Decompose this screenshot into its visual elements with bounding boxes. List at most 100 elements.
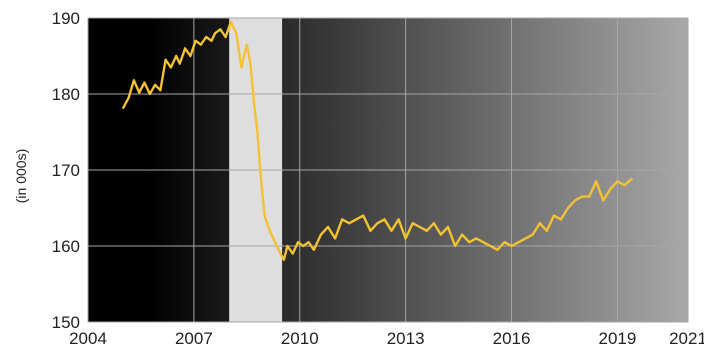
x-tick-label: 2007: [175, 329, 213, 348]
data-point: [559, 218, 563, 221]
data-point: [390, 229, 393, 232]
data-point: [199, 43, 203, 46]
y-tick-label: 190: [52, 9, 80, 28]
data-point: [355, 218, 358, 221]
data-point: [552, 214, 555, 217]
x-tick-label: 2019: [598, 329, 636, 348]
data-point: [143, 81, 146, 84]
data-point: [302, 244, 305, 248]
data-point: [503, 241, 506, 244]
data-point: [630, 178, 633, 181]
data-point: [282, 258, 285, 261]
data-point: [252, 100, 255, 103]
data-point: [249, 62, 252, 65]
data-point: [510, 244, 513, 248]
y-tick-label: 160: [52, 237, 80, 256]
data-point: [138, 91, 141, 94]
data-point: [404, 237, 407, 240]
data-point: [153, 83, 157, 86]
data-point: [595, 180, 598, 183]
y-axis-ticks: 150 160 170 180 190: [52, 9, 80, 332]
data-point: [122, 106, 125, 109]
data-point: [210, 39, 213, 42]
data-point: [286, 244, 289, 248]
data-point: [545, 229, 548, 232]
data-point: [148, 92, 151, 96]
data-point: [326, 225, 330, 229]
data-point: [183, 47, 187, 50]
data-point: [531, 233, 534, 236]
data-point: [397, 218, 400, 221]
data-point: [496, 248, 499, 251]
data-point: [194, 39, 197, 42]
data-point: [219, 28, 222, 31]
data-point: [205, 35, 208, 39]
x-axis-ticks: 2004 2007 2010 2013 2016 2019 2021: [69, 329, 704, 348]
data-point: [446, 225, 450, 229]
data-point: [341, 218, 344, 221]
data-point: [475, 237, 478, 240]
data-point: [296, 241, 300, 244]
data-point: [279, 252, 282, 255]
data-point: [524, 237, 527, 240]
grid-lines: [87, 17, 689, 323]
data-point: [164, 58, 167, 61]
data-point: [312, 248, 315, 251]
data-point: [189, 54, 192, 58]
data-point: [588, 195, 591, 198]
data-point: [616, 180, 619, 183]
x-tick-label: 2016: [493, 329, 531, 348]
data-point: [348, 222, 351, 225]
data-point: [538, 222, 541, 225]
data-point: [240, 66, 243, 69]
data-point: [263, 214, 266, 217]
data-point: [383, 218, 386, 221]
data-point: [169, 66, 173, 69]
data-point: [482, 241, 485, 244]
data-point: [291, 252, 294, 255]
y-tick-label: 150: [52, 313, 80, 332]
data-point: [224, 35, 227, 39]
data-point: [127, 96, 130, 99]
x-tick-label: 2010: [281, 329, 319, 348]
data-point: [256, 130, 259, 134]
data-point: [432, 222, 435, 225]
data-point: [307, 241, 310, 244]
data-point: [439, 233, 443, 236]
data-point: [159, 89, 162, 92]
data-point: [178, 62, 181, 65]
data-point: [623, 184, 626, 187]
y-axis-label: (in 000s): [13, 149, 29, 203]
data-point: [333, 237, 337, 240]
data-point: [259, 176, 263, 179]
data-point: [453, 244, 457, 248]
data-point: [461, 233, 464, 236]
data-point: [213, 32, 217, 35]
data-point: [175, 54, 178, 58]
data-point: [566, 206, 570, 210]
data-point: [273, 241, 277, 244]
x-tick-label: 2004: [69, 329, 107, 348]
data-point: [362, 214, 365, 217]
data-point: [581, 195, 584, 198]
data-point: [268, 229, 271, 232]
data-point: [369, 229, 372, 232]
data-point: [245, 43, 248, 46]
data-point: [132, 79, 135, 82]
data-point: [376, 222, 379, 225]
x-tick-label: 2021: [669, 329, 704, 348]
data-point: [411, 222, 414, 225]
data-point: [235, 32, 238, 35]
data-point: [489, 244, 492, 248]
data-point: [418, 225, 421, 229]
y-tick-label: 170: [52, 161, 80, 180]
data-points: [122, 20, 633, 261]
data-point: [602, 199, 605, 202]
data-point: [319, 233, 323, 236]
data-point: [573, 199, 577, 202]
data-point: [609, 187, 612, 191]
data-point: [425, 229, 428, 232]
data-point: [517, 241, 520, 244]
data-point: [229, 20, 233, 23]
